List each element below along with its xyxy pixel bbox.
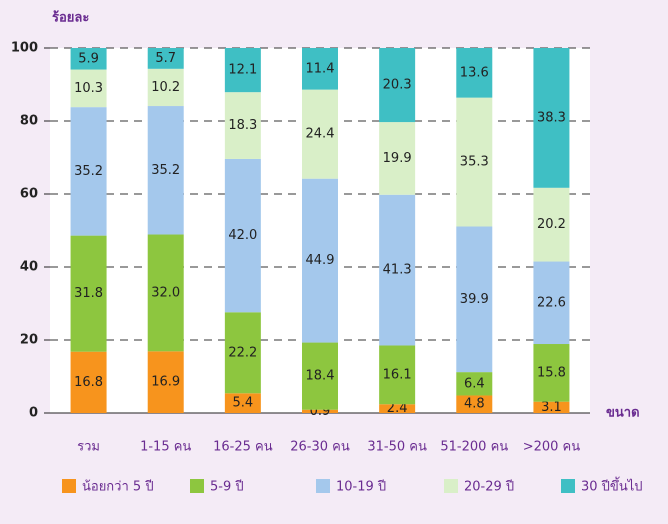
legend-swatch [190, 479, 204, 493]
data-label: 4.8 [464, 397, 485, 412]
data-label: 44.9 [306, 253, 335, 268]
data-label: 38.3 [537, 110, 566, 125]
data-label: 35.2 [151, 163, 180, 178]
legend-label: 30 ปีขึ้นไป [581, 477, 643, 495]
legend-label: 20-29 ปี [464, 479, 514, 495]
data-label: 12.1 [228, 63, 257, 78]
data-label: 16.9 [151, 375, 180, 390]
y-tick-label: 0 [29, 406, 38, 421]
x-tick-label: 1-15 คน [140, 440, 191, 455]
data-label: 31.8 [74, 286, 103, 301]
legend-swatch [62, 479, 76, 493]
data-label: 10.2 [151, 80, 180, 95]
data-label: 18.4 [306, 369, 335, 384]
y-tick-label: 100 [11, 41, 38, 56]
x-tick-label: 31-50 คน [367, 440, 427, 455]
data-label: 20.3 [383, 78, 412, 93]
x-tick-label: >200 คน [523, 440, 581, 455]
data-label: 22.2 [228, 345, 257, 360]
data-label: 41.3 [383, 263, 412, 278]
x-tick-label: 26-30 คน [290, 440, 350, 455]
data-label: 20.2 [537, 217, 566, 232]
data-label: 5.4 [233, 396, 254, 411]
data-label: 32.0 [151, 285, 180, 300]
y-tick-label: 40 [20, 260, 38, 275]
data-label: 35.3 [460, 155, 489, 170]
data-label: 42.0 [228, 228, 257, 243]
data-label: 3.1 [541, 400, 562, 415]
chart: ร้อยละ ขนาด 0 20 40 60 80 100 รวม 16.8 31.8 35.2 1… [0, 0, 668, 524]
data-label: 16.1 [383, 367, 412, 382]
x-tick-label: รวม [77, 440, 100, 455]
x-axis-label: ขนาด [606, 406, 640, 421]
data-label: 16.8 [74, 375, 103, 390]
y-tick-label: 20 [20, 333, 38, 348]
data-label: 24.4 [306, 127, 335, 142]
legend-label: น้อยกว่า 5 ปี [82, 479, 154, 495]
data-label: 22.6 [537, 295, 566, 310]
x-tick-label: 16-25 คน [213, 440, 273, 455]
data-label: 18.3 [228, 118, 257, 133]
legend-swatch [561, 479, 575, 493]
data-label: 6.4 [464, 376, 485, 391]
data-label: 15.8 [537, 365, 566, 380]
legend-swatch [444, 479, 458, 493]
legend-label: 10-19 ปี [336, 479, 386, 495]
data-label: 35.2 [74, 164, 103, 179]
data-label: 5.7 [155, 51, 176, 66]
data-label: 19.9 [383, 151, 412, 166]
y-tick-label: 60 [20, 187, 38, 202]
data-label: 5.9 [78, 51, 99, 66]
legend-swatch [316, 479, 330, 493]
data-label: 11.4 [306, 61, 335, 76]
data-label: 13.6 [460, 65, 489, 80]
y-axis-label: ร้อยละ [52, 10, 89, 26]
x-tick-label: 51-200 คน [440, 440, 508, 455]
y-tick-label: 80 [20, 114, 38, 129]
data-label: 39.9 [460, 292, 489, 307]
legend-label: 5-9 ปี [210, 479, 244, 495]
data-label: 10.3 [74, 81, 103, 96]
